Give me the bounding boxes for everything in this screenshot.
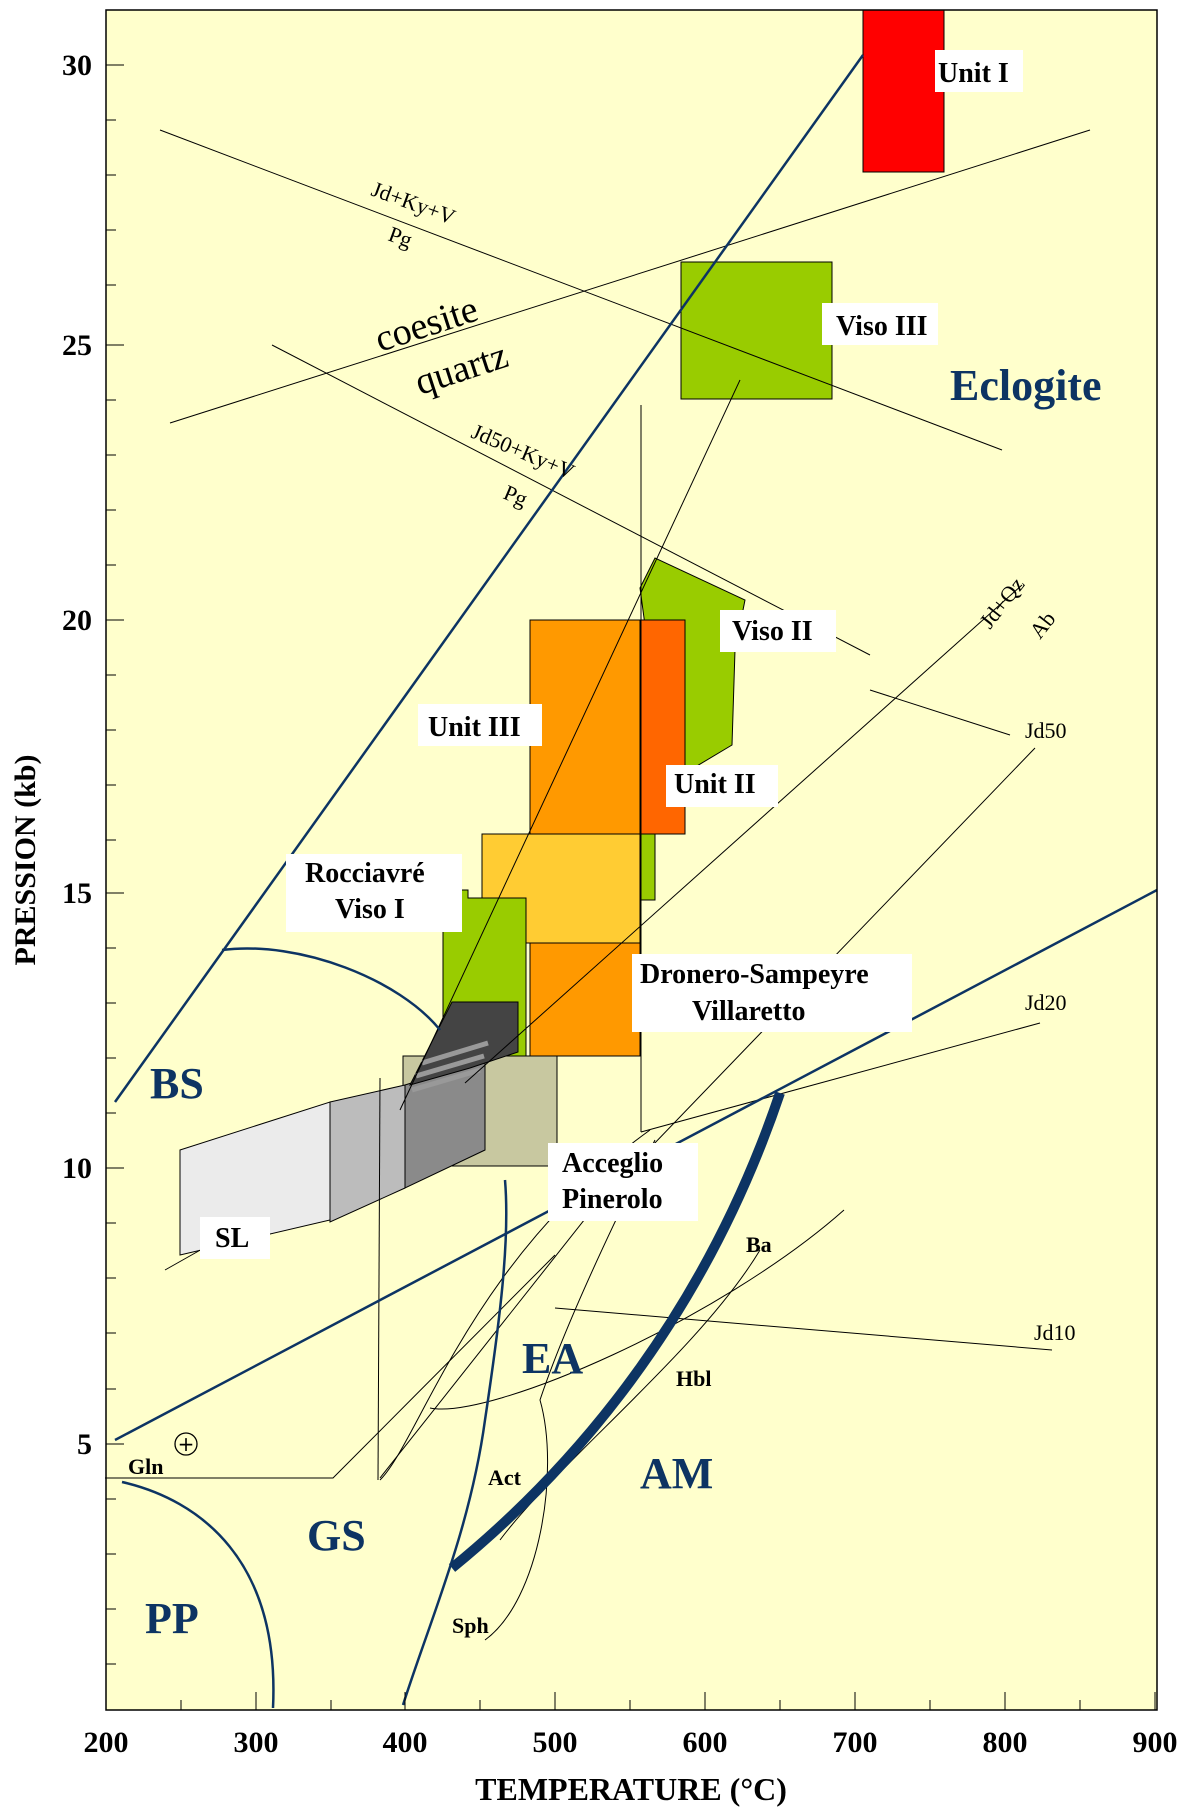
viso-ii-label: Viso II	[732, 616, 813, 647]
facies-am: AM	[640, 1449, 713, 1498]
x-tick-500: 500	[533, 1726, 578, 1759]
y-tick-labels: 30 25 20 15 10 5	[62, 49, 92, 1461]
y-tick-20: 20	[62, 604, 92, 637]
unit-iii-label: Unit III	[428, 712, 521, 743]
plot-frame	[105, 9, 1158, 1711]
unit-i-box	[862, 9, 945, 173]
y-tick-5: 5	[77, 1428, 92, 1461]
viso-iii-label: Viso III	[836, 311, 928, 342]
y-tick-15: 15	[62, 877, 92, 910]
sl-label-bg	[200, 1217, 270, 1259]
rocciavre-label: Rocciavré	[305, 858, 425, 889]
facies-ea: EA	[522, 1334, 583, 1383]
unit-i-label-bg	[935, 50, 1023, 92]
x-tick-300: 300	[234, 1726, 279, 1759]
jd20-label: Jd20	[1025, 990, 1067, 1015]
hatch	[411, 1040, 489, 1093]
x-ticks	[105, 1692, 1156, 1710]
viso-i-label: Viso I	[335, 894, 405, 925]
unit-i-label: Unit I	[938, 58, 1009, 89]
acceglio-label-bg	[548, 1143, 698, 1221]
acceglio-label: Acceglio	[562, 1148, 663, 1179]
circled-plus-text: +	[178, 1432, 195, 1456]
unit-ii-label: Unit II	[674, 769, 756, 800]
x-tick-900: 900	[1133, 1726, 1178, 1759]
y-tick-10: 10	[62, 1152, 92, 1185]
y-tick-30: 30	[62, 49, 92, 82]
viso-iii-box	[680, 261, 833, 400]
unit-labels: Unit I Viso III Viso II Unit III Unit II…	[200, 50, 1023, 1259]
pinerolo-label: Pinerolo	[562, 1184, 663, 1215]
x-axis-title: TEMPERATURE (°C)	[475, 1771, 787, 1807]
sph-label: Sph	[452, 1613, 489, 1638]
unit-ii-label-bg	[666, 765, 778, 807]
ba-label: Ba	[746, 1232, 772, 1257]
x-tick-800: 800	[983, 1726, 1028, 1759]
black-field	[409, 1001, 519, 1086]
sl-label: SL	[215, 1223, 249, 1254]
gln-label: Gln	[128, 1454, 163, 1479]
x-tick-200: 200	[84, 1726, 129, 1759]
unit-iii-box	[529, 619, 641, 835]
dronero-label: Dronero-Sampeyre	[640, 959, 869, 990]
y-tick-25: 25	[62, 329, 92, 362]
circled-plus-symbol: +	[174, 1432, 198, 1456]
x-tick-400: 400	[383, 1726, 428, 1759]
jd50-label: Jd50	[1025, 718, 1067, 743]
x-tick-600: 600	[683, 1726, 728, 1759]
viso-iii-label-bg	[822, 303, 938, 345]
thick-boundary	[448, 1091, 785, 1572]
hbl-label: Hbl	[676, 1366, 711, 1391]
villaretto-label: Villaretto	[692, 996, 806, 1027]
rocciavre-label-bg	[286, 854, 462, 932]
facies-eclogite: Eclogite	[950, 361, 1102, 410]
reaction-lines	[105, 129, 1091, 1641]
dronero-box	[529, 942, 641, 1057]
unit-fields	[179, 9, 945, 1256]
jd10-label: Jd10	[1034, 1320, 1076, 1345]
facies-gs: GS	[307, 1511, 366, 1560]
facies-pp: PP	[145, 1594, 199, 1643]
viso-ii-label-bg	[720, 610, 836, 652]
y-axis-title: PRESSION (kb)	[9, 755, 42, 966]
unit-iii-label-bg	[418, 704, 542, 746]
act-label: Act	[488, 1465, 522, 1490]
dronero-label-bg	[632, 954, 912, 1032]
facies-labels: Eclogite BS EA AM GS PP	[145, 361, 1102, 1643]
x-tick-700: 700	[833, 1726, 878, 1759]
y-ticks	[106, 64, 124, 1665]
facies-bs: BS	[150, 1059, 204, 1108]
x-tick-labels: 200 300 400 500 600 700 800 900	[84, 1726, 1178, 1759]
